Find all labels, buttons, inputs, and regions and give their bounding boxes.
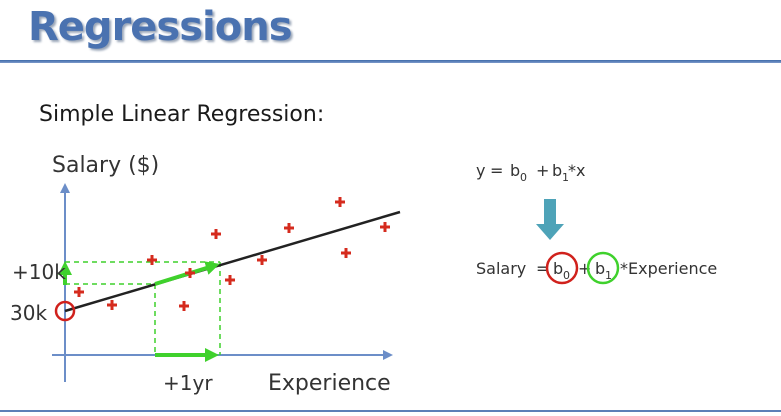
formula-b1-sub: 1: [562, 171, 569, 184]
formula-salary: Salary: [476, 259, 526, 278]
formula-eq: =: [490, 161, 503, 180]
formula-b1-2-sub: 1: [605, 269, 612, 282]
data-point: [107, 300, 117, 310]
data-point: [225, 275, 235, 285]
delta-y-label: +10k: [12, 260, 66, 284]
specific-formula: Salary = b 0 + b 1 *Experience: [476, 259, 717, 282]
b0-circle: [545, 251, 579, 285]
data-point: [211, 229, 221, 239]
data-point: [341, 248, 351, 258]
guide-lines: [65, 261, 221, 355]
data-point: [335, 197, 345, 207]
formula-plus: +: [536, 161, 549, 180]
data-point: [380, 222, 390, 232]
formula-b1-2: b: [595, 259, 605, 278]
data-point: [185, 268, 195, 278]
formula-b0-2: b: [553, 259, 563, 278]
formula-b0-2-sub: 0: [563, 269, 570, 282]
data-point: [257, 255, 267, 265]
general-formula: y = b 0 + b 1 *x: [476, 161, 585, 184]
intercept-circle: [54, 300, 76, 322]
x-axis-label: Experience: [268, 371, 391, 396]
data-point: [147, 255, 157, 265]
data-point: [179, 301, 189, 311]
regression-line: [64, 210, 401, 313]
slope-arrow: [154, 261, 220, 286]
delta-x-label: +1yr: [163, 371, 213, 395]
y-axis-label: Salary ($): [52, 153, 159, 178]
formula-x: *x: [568, 161, 585, 180]
section-subtitle: Simple Linear Regression:: [39, 102, 325, 127]
data-point: [74, 287, 84, 297]
formula-b1: b: [552, 161, 562, 180]
formula-b0: b: [510, 161, 520, 180]
slide-title: Regressions: [28, 4, 293, 50]
b1-circle: [586, 251, 620, 285]
data-points: [74, 197, 390, 311]
formula-experience: *Experience: [620, 259, 717, 278]
bottom-divider: [0, 410, 781, 412]
formula-eq-2: =: [536, 259, 549, 278]
intercept-label: 30k: [10, 301, 47, 325]
formula-b0-sub: 0: [520, 171, 527, 184]
down-arrow-icon: [536, 199, 564, 240]
formula-y: y: [476, 161, 485, 180]
data-point: [284, 223, 294, 233]
title-divider: [0, 60, 781, 63]
